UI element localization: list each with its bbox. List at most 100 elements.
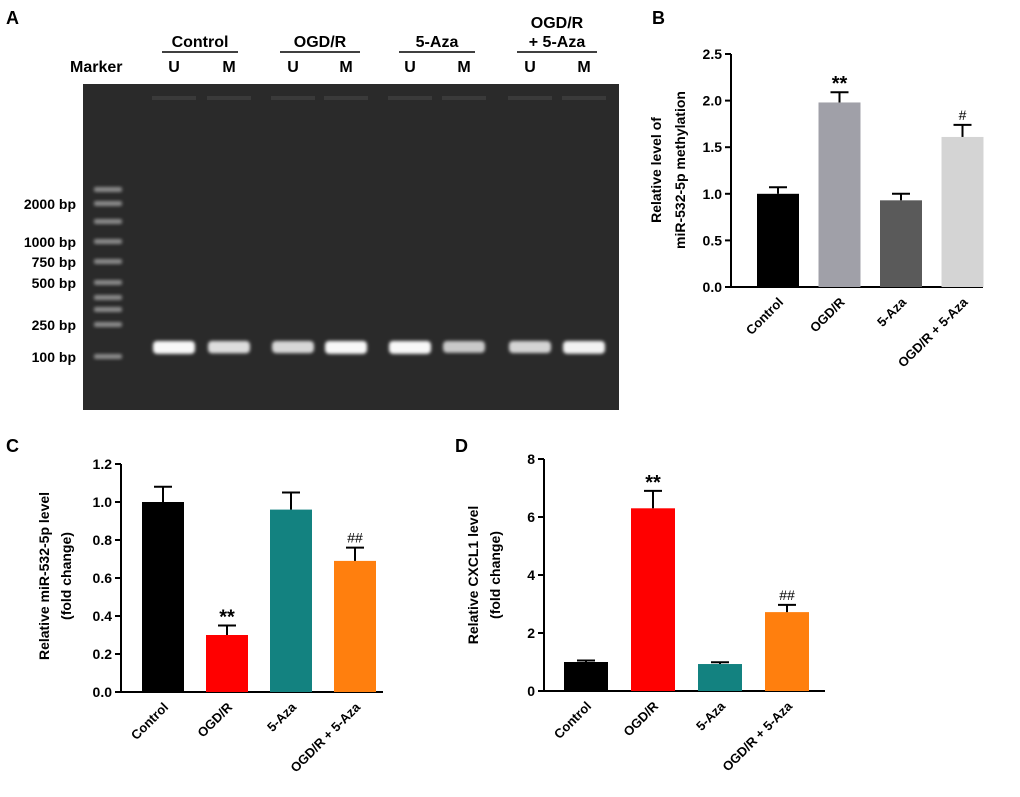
y-axis-title: Relative miR-532-5p level [36, 492, 52, 660]
y-tick-label: 0.8 [93, 532, 113, 548]
gel-group-label: Control [172, 34, 229, 51]
gel-well [207, 96, 251, 100]
category-label: 5-Aza [264, 699, 300, 735]
bar [206, 635, 248, 692]
gel-band [509, 341, 551, 354]
significance-label: ## [347, 530, 363, 546]
ladder-band [94, 295, 122, 300]
gel-well [271, 96, 315, 100]
ladder-band [94, 219, 122, 224]
bar [765, 612, 809, 691]
gel-band [208, 341, 250, 354]
gel-lane-label: M [222, 59, 235, 76]
gel-band [325, 341, 367, 354]
category-label: OGD/R [620, 698, 661, 739]
gel-band [153, 341, 195, 354]
ladder-band [94, 259, 122, 264]
gel-lane-label: U [168, 59, 180, 76]
y-tick-label: 1.0 [703, 186, 723, 202]
ladder-band [94, 239, 122, 244]
y-axis-title: (fold change) [487, 531, 503, 619]
y-axis-title: Relative CXCL1 level [465, 506, 481, 645]
y-axis-title: miR-532-5p methylation [672, 91, 688, 249]
y-tick-label: 2.0 [703, 93, 723, 109]
ladder-band [94, 322, 122, 327]
gel-lane-label: U [524, 59, 536, 76]
category-label: OGD/R + 5-Aza [719, 698, 795, 774]
gel-lane-label: M [577, 59, 590, 76]
ladder-band [94, 280, 122, 285]
y-tick-label: 1.2 [93, 456, 113, 472]
bar [334, 560, 376, 692]
gel-image [83, 84, 619, 410]
gel-well [562, 96, 606, 100]
gel-group-label: OGD/R [531, 15, 584, 32]
chart-panel-d: 0 2 4 6 8 Relative CXCL1 level (fold change) Co… [465, 451, 825, 774]
significance-label: # [959, 107, 967, 123]
y-tick-label: 1.5 [703, 139, 723, 155]
panel-letter-d: D [455, 436, 468, 456]
category-label: OGD/R [807, 294, 848, 335]
ladder-band [94, 354, 122, 359]
y-axis-title: (fold change) [58, 532, 74, 620]
y-tick-label: 0.2 [93, 646, 113, 662]
bar [880, 200, 922, 287]
y-tick-label: 0.5 [703, 232, 723, 248]
bar [698, 664, 742, 691]
significance-label: ** [219, 607, 235, 629]
significance-label: ## [779, 587, 795, 603]
gel-lane-label: M [339, 59, 352, 76]
ladder-size-label: 2000 bp [24, 196, 76, 212]
gel-panel-a: Marker Control OGD/R 5-Aza OGD/R + 5-Aza U M U M… [24, 15, 619, 410]
chart-panel-b: 0.0 0.5 1.0 1.5 2.0 2.5 Relative level of miR-5… [648, 46, 984, 370]
gel-well [508, 96, 552, 100]
gel-well [152, 96, 196, 100]
gel-band [389, 341, 431, 354]
gel-band [272, 341, 314, 354]
gel-well [388, 96, 432, 100]
y-tick-label: 0.0 [703, 279, 723, 295]
bar [631, 508, 675, 691]
y-tick-label: 1.0 [93, 494, 113, 510]
bar [941, 136, 984, 287]
y-tick-label: 8 [527, 451, 535, 467]
panel-letter-a: A [6, 8, 19, 28]
category-label: Control [551, 699, 594, 742]
gel-band [563, 341, 605, 354]
category-label: 5-Aza [874, 294, 910, 330]
bar [142, 502, 184, 692]
y-tick-label: 0.6 [93, 570, 113, 586]
y-tick-label: 2 [527, 625, 535, 641]
bar [818, 102, 861, 288]
bar [270, 509, 312, 692]
gel-well [324, 96, 368, 100]
y-tick-label: 0.4 [93, 608, 113, 624]
significance-label: ** [832, 73, 848, 95]
ladder-size-label: 750 bp [32, 254, 76, 270]
panel-letter-b: B [652, 8, 665, 28]
ladder-band [94, 201, 122, 206]
chart-panel-c: 0.0 0.2 0.4 0.6 0.8 1.0 1.2 Relative miR-532-5p… [36, 456, 383, 775]
category-label: OGD/R [194, 699, 235, 740]
panel-letter-c: C [6, 436, 19, 456]
y-tick-label: 4 [527, 567, 535, 583]
y-tick-label: 6 [527, 509, 535, 525]
gel-group-label: OGD/R [294, 34, 347, 51]
gel-lane-label: M [457, 59, 470, 76]
gel-well [442, 96, 486, 100]
ladder-band [94, 187, 122, 192]
gel-group-label: + 5-Aza [529, 34, 586, 51]
bar [757, 193, 799, 287]
bar [564, 662, 608, 691]
ladder-size-label: 250 bp [32, 317, 76, 333]
ladder-size-label: 500 bp [32, 275, 76, 291]
gel-lane-label: U [287, 59, 299, 76]
category-label: Control [128, 700, 171, 743]
marker-label: Marker [70, 59, 122, 76]
significance-label: ** [645, 472, 661, 494]
gel-band [443, 341, 485, 353]
category-label: 5-Aza [693, 698, 729, 734]
ladder-band [94, 307, 122, 312]
y-tick-label: 0 [527, 683, 535, 699]
